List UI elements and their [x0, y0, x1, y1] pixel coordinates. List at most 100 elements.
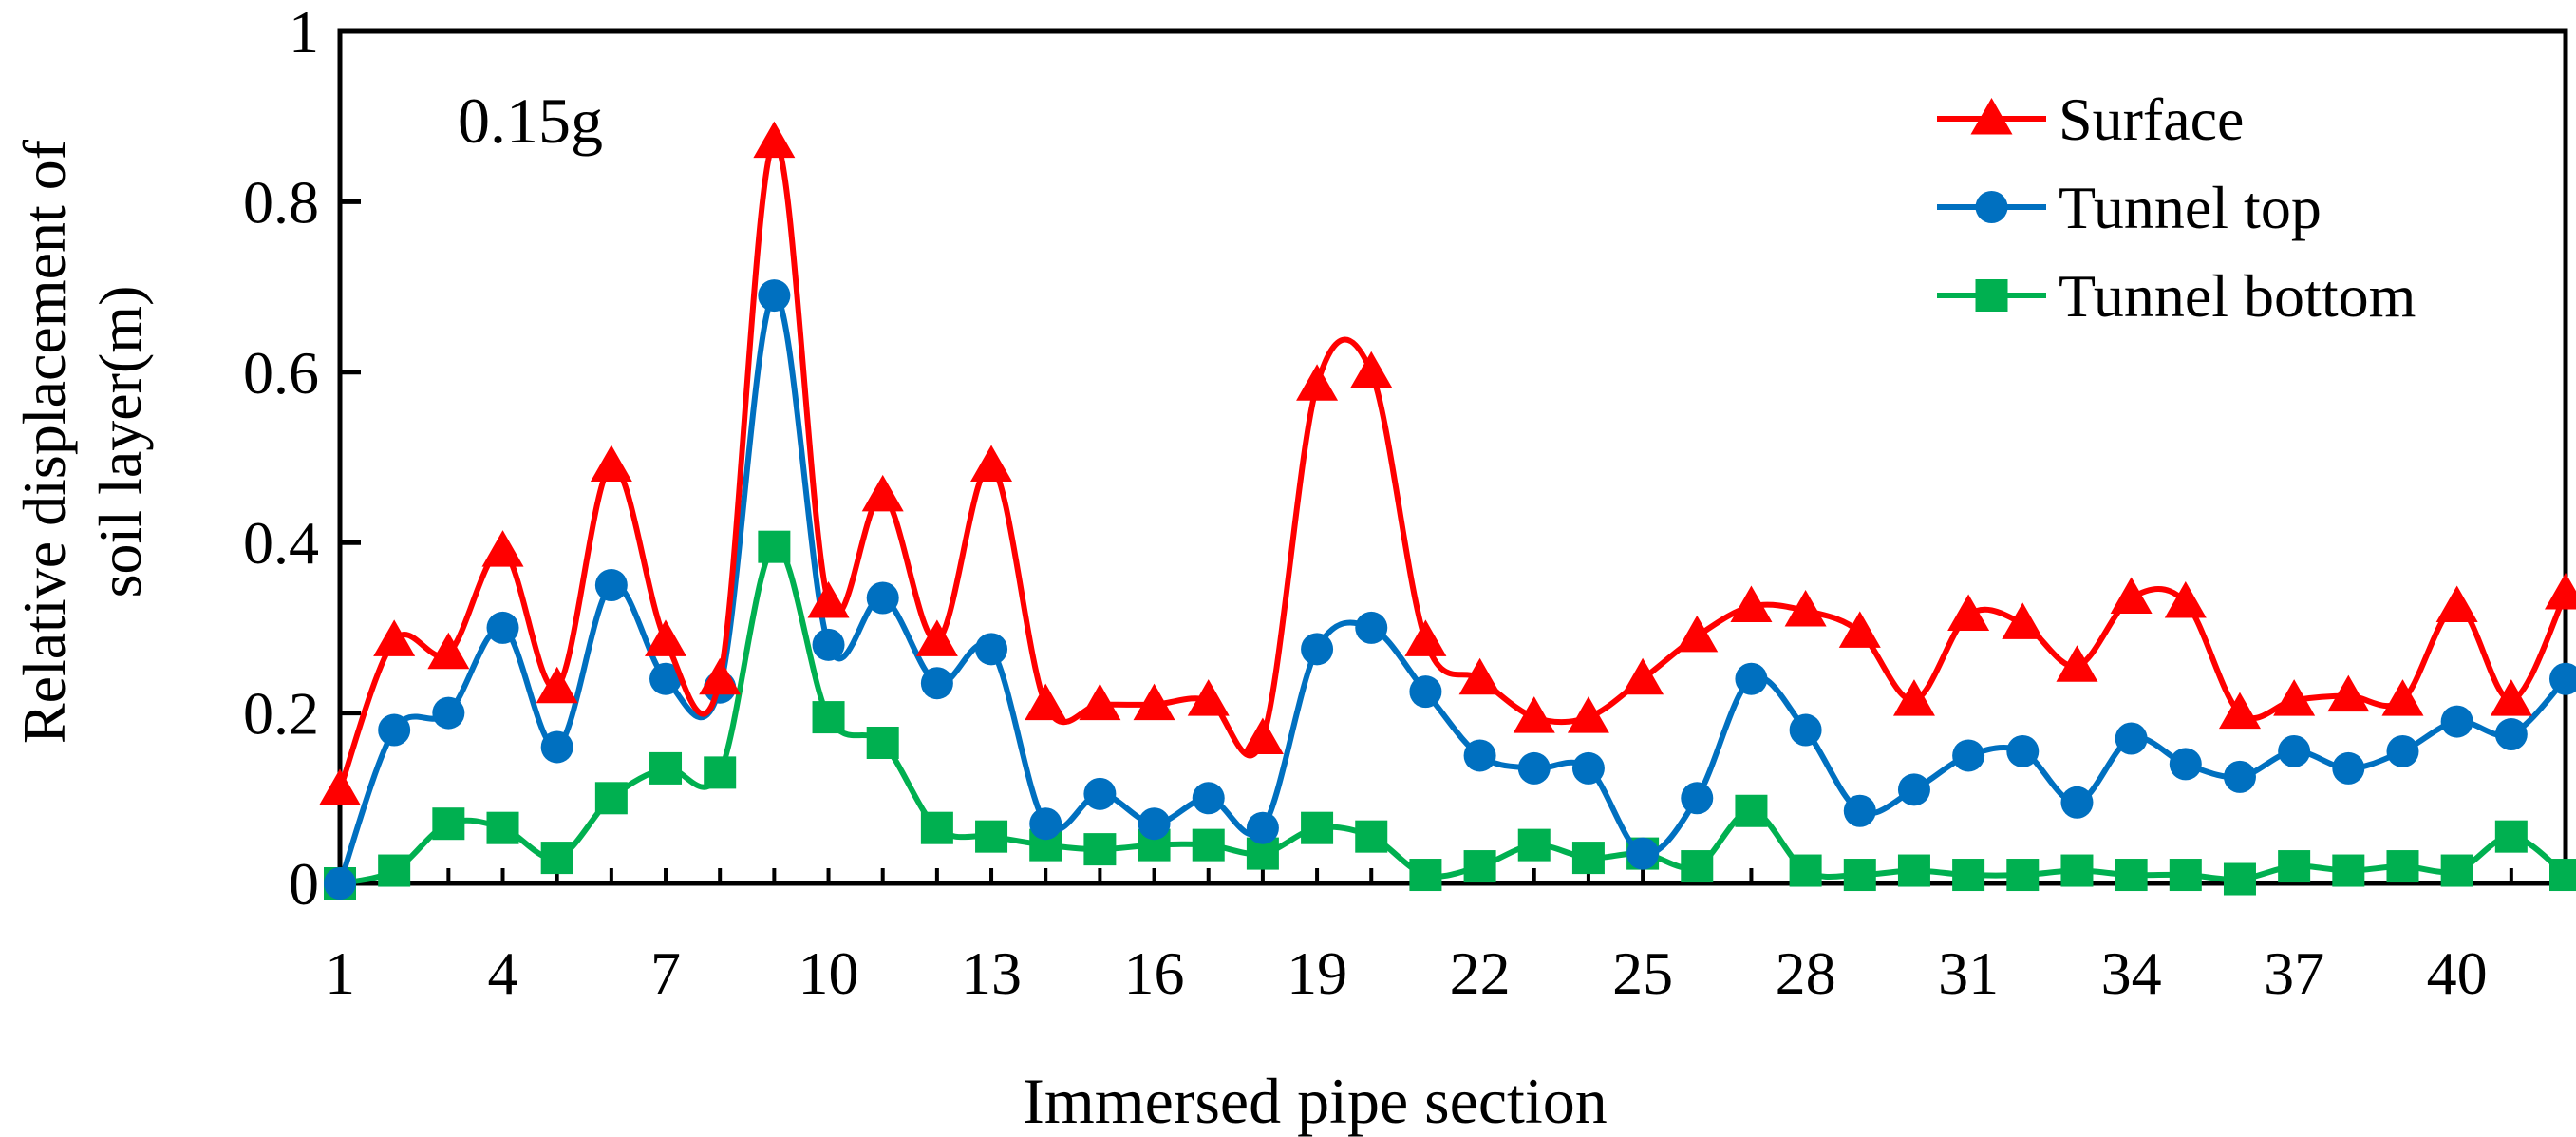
data-point-tunnel-top: [324, 867, 356, 900]
x-tick-label: 13: [961, 939, 1022, 1007]
data-point-tunnel-bottom: [1409, 859, 1442, 892]
series-tunnel-bottom: [324, 530, 2576, 900]
data-point-tunnel-top: [1409, 675, 1442, 709]
data-point-surface: [2056, 645, 2098, 682]
data-point-tunnel-bottom: [2440, 854, 2473, 887]
y-tick-label: 0.6: [243, 339, 319, 407]
data-point-surface: [699, 657, 742, 695]
data-point-surface: [861, 474, 904, 512]
legend-marker-surface: [1970, 98, 2013, 135]
data-point-surface: [1676, 615, 1719, 653]
data-point-tunnel-top: [486, 611, 519, 644]
data-point-surface: [2435, 585, 2478, 622]
data-point-tunnel-top: [1952, 739, 1985, 772]
data-point-tunnel-top: [1138, 807, 1171, 841]
data-point-surface: [2327, 674, 2370, 712]
data-point-tunnel-top: [378, 713, 411, 747]
legend-marker-tunnel-bottom: [1975, 279, 2008, 312]
data-point-tunnel-top: [1626, 837, 1660, 870]
data-point-surface: [373, 619, 416, 656]
data-point-tunnel-bottom: [1735, 794, 1768, 827]
data-point-tunnel-bottom: [1789, 854, 1822, 887]
data-point-surface: [753, 121, 796, 159]
data-point-tunnel-top: [1463, 739, 1496, 772]
data-point-surface: [2164, 580, 2207, 618]
data-point-surface: [427, 632, 470, 670]
plot-frame: [337, 28, 2568, 886]
axes-layer: 0 0.2 0.4 0.6 0.8 1 1 4 7 10 13 16 19 22 25 28 31 34 37 40: [243, 0, 2568, 1007]
data-point-tunnel-bottom: [432, 807, 465, 841]
data-point-tunnel-top: [540, 730, 573, 764]
y-tick-label: 0.4: [243, 509, 319, 577]
data-point-tunnel-bottom: [866, 726, 899, 759]
data-point-tunnel-top: [920, 667, 953, 700]
data-point-surface: [2545, 573, 2576, 610]
data-point-tunnel-bottom: [594, 782, 628, 815]
x-tick-label: 31: [1938, 939, 1999, 1007]
data-point-tunnel-bottom: [1897, 854, 1930, 887]
intensity-annotation: 0.15g: [458, 85, 603, 157]
data-point-tunnel-top: [1355, 611, 1388, 644]
data-point-surface: [1458, 657, 1501, 695]
data-point-tunnel-bottom: [1463, 850, 1496, 883]
data-point-tunnel-top: [1843, 794, 1876, 827]
legend-label-tunnel-bottom: Tunnel bottom: [2059, 262, 2416, 330]
data-point-tunnel-top: [758, 279, 791, 313]
data-point-tunnel-top: [975, 633, 1008, 666]
series-tunnel-top: [324, 279, 2576, 900]
data-point-tunnel-bottom: [1681, 850, 1714, 883]
data-point-tunnel-bottom: [1843, 859, 1876, 892]
data-point-tunnel-top: [1517, 751, 1551, 785]
data-point-tunnel-bottom: [1952, 859, 1985, 892]
x-tick-label: 40: [2427, 939, 2488, 1007]
series-line-tunnel-top: [337, 293, 2568, 885]
data-point-surface: [970, 445, 1013, 482]
data-point-surface: [1567, 696, 1609, 733]
x-tick-label: 4: [488, 939, 518, 1007]
data-point-tunnel-bottom: [812, 701, 845, 734]
data-point-surface: [590, 445, 632, 482]
data-point-surface: [915, 619, 958, 656]
x-tick-label: 16: [1124, 939, 1185, 1007]
data-point-tunnel-top: [2440, 705, 2473, 738]
data-point-tunnel-bottom: [704, 756, 737, 789]
legend-label-surface: Surface: [2059, 85, 2244, 153]
data-point-tunnel-top: [2549, 662, 2576, 695]
x-tick-label: 25: [1612, 939, 1673, 1007]
data-point-surface: [1133, 683, 1175, 721]
data-point-surface: [1404, 619, 1447, 656]
data-point-surface: [1350, 351, 1393, 388]
data-point-tunnel-top: [1897, 773, 1930, 806]
data-point-tunnel-bottom: [920, 811, 953, 844]
data-point-surface: [481, 530, 524, 567]
data-point-surface: [2110, 577, 2153, 615]
data-point-surface: [1622, 657, 1664, 695]
data-point-tunnel-top: [2278, 734, 2311, 767]
data-point-surface: [2490, 679, 2532, 716]
series-layer: [319, 121, 2576, 900]
y-tick-label: 0: [289, 850, 319, 918]
data-point-tunnel-top: [1301, 633, 1334, 666]
y-tick-label: 0.8: [243, 168, 319, 236]
data-point-surface: [645, 619, 687, 656]
data-point-tunnel-top: [2169, 748, 2202, 781]
data-point-surface: [1187, 679, 1230, 716]
data-point-surface: [2381, 679, 2424, 716]
legend-item-tunnel-bottom: Tunnel bottom: [1937, 262, 2416, 330]
x-tick-label: 34: [2101, 939, 2162, 1007]
x-tick-label: 28: [1776, 939, 1836, 1007]
x-tick-label: 19: [1287, 939, 1347, 1007]
data-point-tunnel-bottom: [2223, 862, 2256, 896]
data-point-surface: [1079, 683, 1121, 721]
data-point-tunnel-top: [2332, 751, 2365, 785]
data-point-tunnel-top: [1789, 713, 1822, 747]
data-point-surface: [1296, 364, 1339, 401]
legend-item-surface: Surface: [1937, 85, 2244, 153]
data-point-surface: [1513, 696, 1555, 733]
x-tick-label: 22: [1450, 939, 1511, 1007]
data-point-tunnel-top: [2115, 722, 2148, 755]
data-point-tunnel-bottom: [1517, 828, 1551, 862]
x-tick-label: 7: [650, 939, 681, 1007]
